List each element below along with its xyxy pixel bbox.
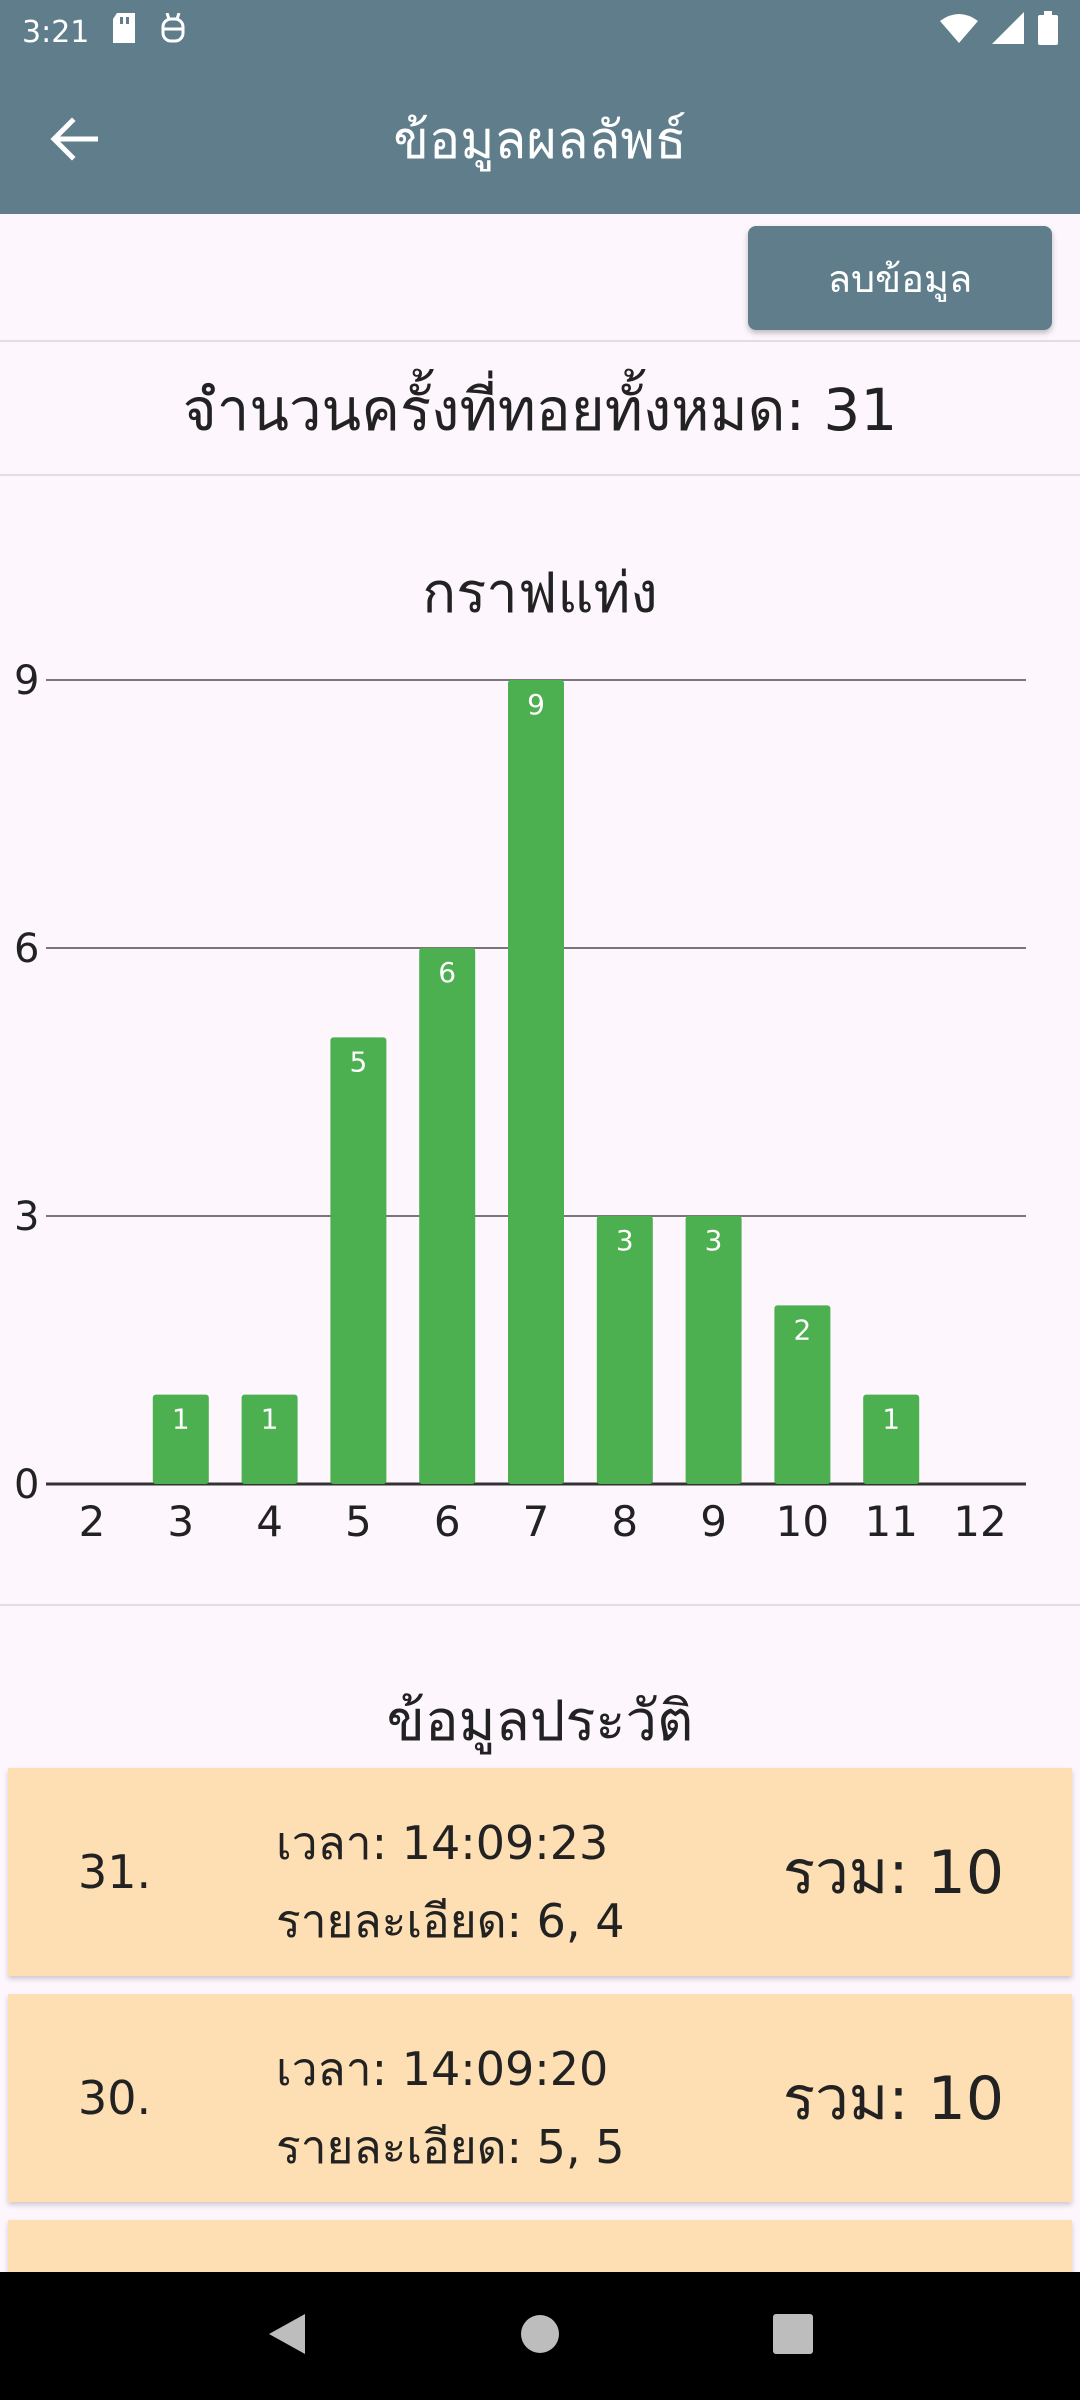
x-tick-label: 4	[256, 1497, 283, 1546]
divider	[0, 340, 1080, 342]
history-detail: รายละเอียด: 5, 5	[276, 2120, 625, 2174]
history-item[interactable]: 30. เวลา: 14:09:20 รายละเอียด: 5, 5 รวม:…	[8, 1994, 1072, 2202]
bar-value-label: 5	[349, 1045, 367, 1078]
bar-value-label: 9	[527, 688, 545, 721]
x-tick-label: 10	[776, 1497, 829, 1546]
back-button[interactable]	[34, 106, 114, 176]
nav-back-button[interactable]	[247, 2296, 327, 2376]
x-tick-label: 9	[700, 1497, 727, 1546]
x-tick-label: 12	[953, 1497, 1006, 1546]
bar	[596, 1216, 653, 1484]
x-tick-label: 3	[167, 1497, 194, 1546]
bar	[863, 1394, 920, 1484]
y-tick-label: 6	[14, 926, 39, 972]
history-details: เวลา: 14:09:20 รายละเอียด: 5, 5	[276, 2030, 624, 2186]
history-time: เวลา: 14:09:23	[276, 1816, 609, 1870]
total-rolls-text: จำนวนครั้งที่ทอยทั้งหมด: 31	[182, 375, 898, 444]
bar-value-label: 3	[616, 1224, 634, 1257]
bar	[152, 1394, 209, 1484]
history-time: เวลา: 14:09:20	[276, 2042, 609, 2096]
history-detail: รายละเอียด: 6, 4	[276, 1894, 625, 1948]
app-bar: ข้อมูลผลลัพธ์	[0, 64, 1080, 214]
chart-title: กราฟแท่ง	[422, 561, 658, 626]
signal-icon	[992, 12, 1024, 52]
bar	[774, 1305, 831, 1484]
bar-value-label: 2	[793, 1313, 811, 1346]
x-tick-label: 2	[79, 1497, 106, 1546]
nav-recents-button[interactable]	[753, 2296, 833, 2376]
action-row: ลบข้อมูล	[0, 214, 1080, 342]
bar	[330, 1037, 387, 1484]
arrow-left-icon	[50, 117, 99, 165]
x-tick-label: 8	[611, 1497, 638, 1546]
x-tick-label: 6	[434, 1497, 461, 1546]
clear-data-button[interactable]: ลบข้อมูล	[748, 226, 1052, 330]
page-title: ข้อมูลผลลัพธ์	[393, 110, 687, 171]
divider	[0, 474, 1080, 476]
x-tick-label: 5	[345, 1497, 372, 1546]
bar-value-label: 3	[705, 1224, 723, 1257]
y-tick-label: 9	[14, 658, 39, 704]
y-tick-label: 0	[14, 1462, 39, 1508]
history-title: ข้อมูลประวัติ	[386, 1689, 694, 1754]
history-index: 30.	[78, 2071, 152, 2125]
wifi-icon	[940, 13, 978, 51]
history-sum: รวม: 10	[782, 1837, 1004, 1908]
bar	[241, 1394, 298, 1484]
system-nav-bar	[0, 2272, 1080, 2400]
status-time: 3:21	[22, 14, 90, 50]
x-tick-label: 7	[523, 1497, 550, 1546]
circle-home-icon	[519, 2313, 561, 2359]
usb-debug-icon	[159, 12, 187, 51]
bar-value-label: 6	[438, 956, 456, 989]
history-item[interactable]: 31. เวลา: 14:09:23 รายละเอียด: 6, 4 รวม:…	[8, 1768, 1072, 1976]
bar-value-label: 1	[172, 1403, 190, 1436]
history-sum: รวม: 10	[782, 2063, 1004, 2134]
triangle-back-icon	[267, 2312, 307, 2360]
bar	[508, 680, 564, 1484]
battery-icon	[1038, 11, 1058, 53]
bar-value-label: 1	[882, 1403, 900, 1436]
sd-card-icon	[111, 13, 137, 51]
bar-value-label: 1	[261, 1403, 279, 1436]
square-recents-icon	[773, 2314, 814, 2358]
x-tick-label: 11	[864, 1497, 917, 1546]
history-details: เวลา: 14:09:23 รายละเอียด: 6, 4	[276, 1804, 624, 1960]
nav-home-button[interactable]	[500, 2296, 580, 2376]
bar	[419, 948, 476, 1484]
bar	[685, 1216, 742, 1484]
divider	[0, 1604, 1080, 1606]
y-tick-label: 3	[14, 1194, 39, 1240]
status-bar: 3:21	[0, 0, 1080, 64]
history-index: 31.	[78, 1845, 152, 1899]
